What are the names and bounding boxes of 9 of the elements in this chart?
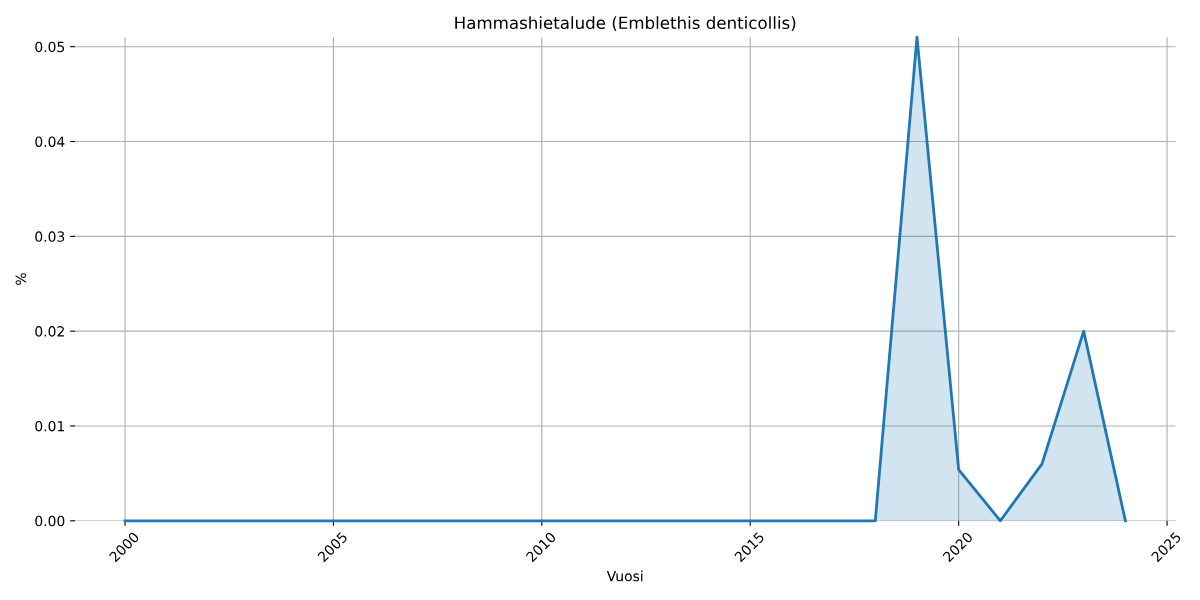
y-tick-label: 0.02 [35,326,64,337]
y-tick-label: 0.05 [35,41,65,53]
y-axis-title: % [15,273,27,285]
chart-title: Hammashietalude (Emblethis denticollis) [455,16,796,32]
y-tick-label: 0.00 [35,515,65,527]
y-tick-label: 0.01 [35,420,64,432]
x-axis-title: Vuosi [606,570,643,582]
y-tick-label: 0.03 [35,231,65,242]
y-tick-label: 0.04 [35,136,65,147]
